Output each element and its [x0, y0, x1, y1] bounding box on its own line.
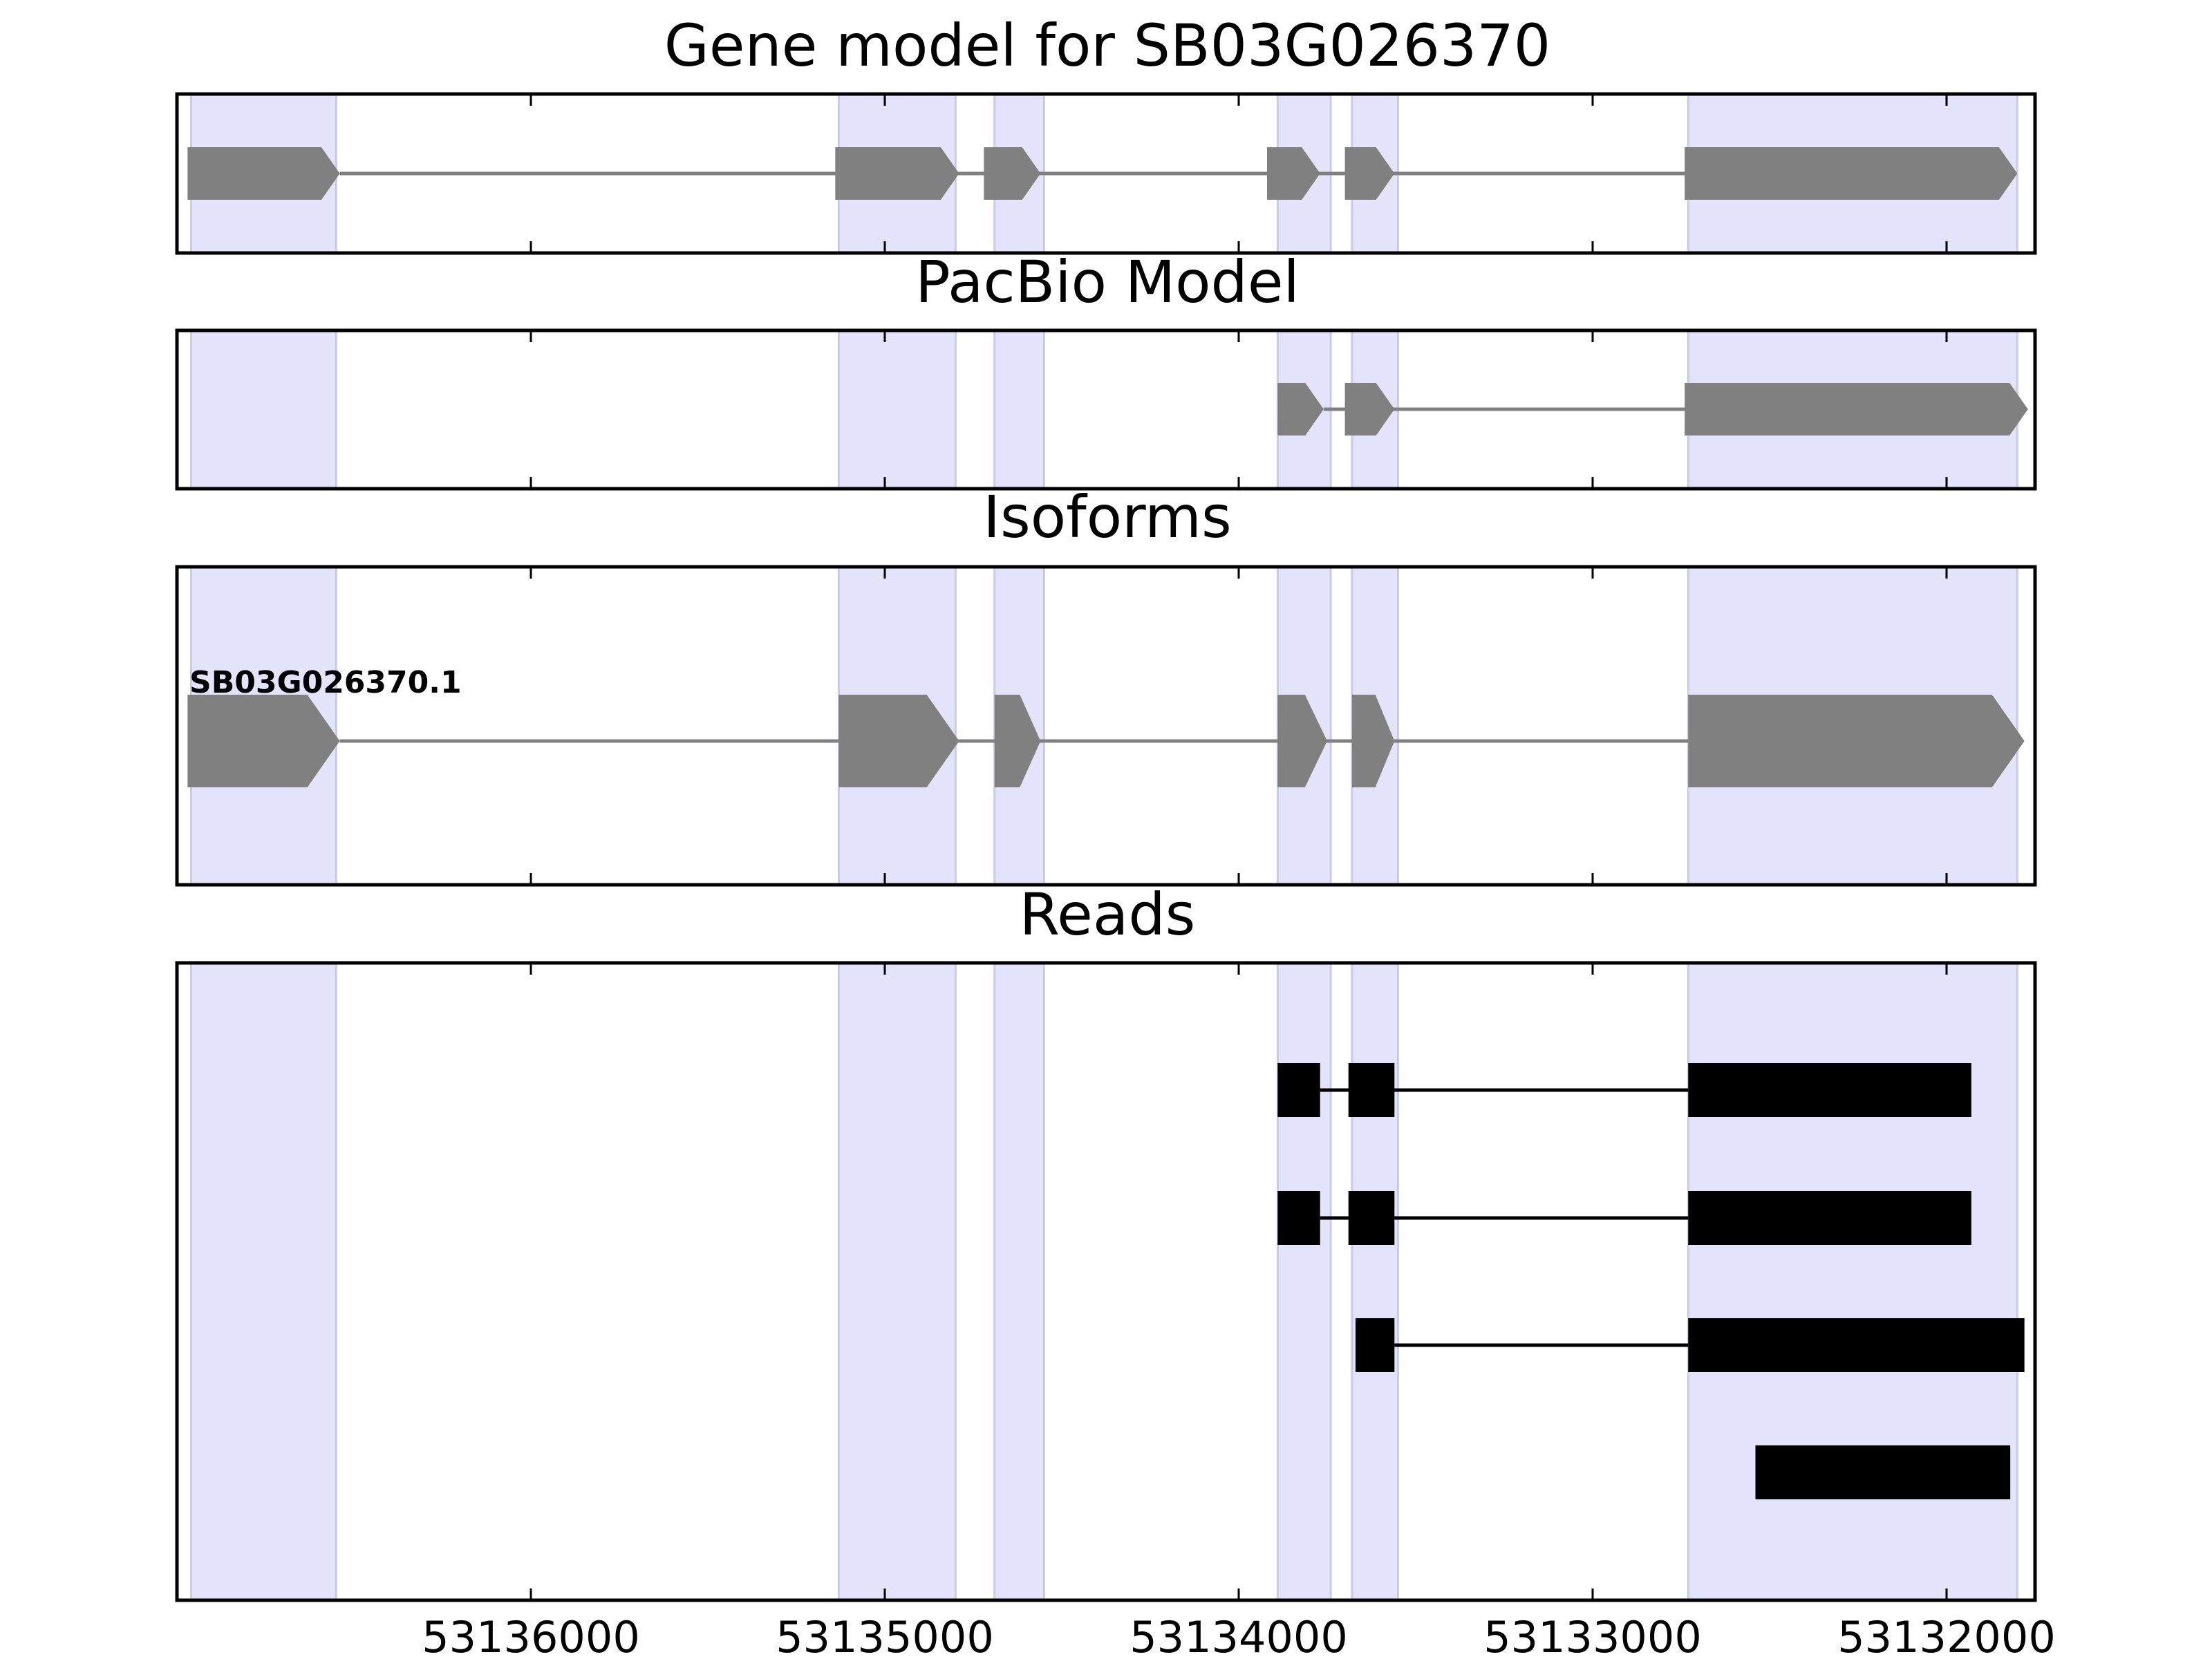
exon-region-band: [993, 329, 1045, 490]
read-exon-block: [1688, 1318, 2025, 1372]
isoforms-title: Isoforms: [983, 483, 1232, 551]
exon-arrow: [1351, 695, 1395, 787]
pacbio-model-features: [1277, 383, 2028, 435]
read-exon-block: [1277, 1063, 1320, 1117]
read-exon-block: [1755, 1445, 2011, 1499]
exon-arrow: [984, 147, 1041, 200]
gene-model-title: Gene model for SB03G026370: [664, 12, 1550, 79]
x-tick-label: 53133000: [1483, 1612, 1702, 1659]
exon-region-band: [189, 962, 337, 1602]
reads-ticks: [529, 963, 1948, 1600]
read-exon-block: [1688, 1191, 1971, 1245]
exon-region-band: [993, 962, 1045, 1602]
exon-arrow: [994, 695, 1041, 787]
isoform-label: SB03G026370.1: [189, 665, 462, 700]
panel-pacbio-model: PacBio Model: [175, 248, 2037, 491]
read-exon-block: [1688, 1063, 1971, 1117]
exon-arrow: [1344, 383, 1395, 435]
x-axis-tick-labels: 53136000 53135000 53134000 53133000 5313…: [422, 1612, 2056, 1659]
isoforms-ticks: [529, 567, 1948, 885]
isoforms-features: [187, 695, 2025, 787]
exon-arrow: [187, 695, 340, 787]
exon-region-band: [1687, 962, 2018, 1602]
read-exon-block: [1355, 1318, 1395, 1372]
pacbio-model-frame: [175, 328, 2037, 491]
exon-region-band: [189, 329, 337, 490]
exon-arrow: [1685, 147, 2018, 200]
exon-region-band: [837, 962, 957, 1602]
reads-features: [1277, 1063, 2025, 1499]
exon-arrow: [1688, 695, 2025, 787]
exon-region-band: [837, 329, 957, 490]
exon-arrow: [1685, 383, 2028, 435]
x-tick-label: 53134000: [1130, 1612, 1348, 1659]
pacbio-model-ticks: [529, 330, 1948, 489]
exon-arrow: [838, 695, 959, 787]
reads-title: Reads: [1020, 881, 1196, 948]
read-exon-block: [1348, 1063, 1395, 1117]
panel-reads: Reads: [175, 881, 2037, 1602]
panel-gene-model: Gene model for SB03G026370: [175, 12, 2037, 255]
isoforms-frame: [175, 565, 2037, 887]
exon-arrow: [1277, 695, 1327, 787]
x-tick-label: 53136000: [422, 1612, 640, 1659]
exon-arrow: [1266, 147, 1320, 200]
exon-region-band: [1351, 962, 1399, 1602]
read-exon-block: [1277, 1191, 1320, 1245]
exon-arrow: [1277, 383, 1324, 435]
pacbio-model-title: PacBio Model: [915, 248, 1300, 316]
panel-isoforms: Isoforms SB03G026370.1: [175, 483, 2037, 887]
gene-model-features: [187, 147, 2018, 200]
x-tick-label: 53132000: [1837, 1612, 2056, 1659]
read-exon-block: [1348, 1191, 1395, 1245]
exon-arrow: [187, 147, 340, 200]
exon-arrow: [1344, 147, 1395, 200]
reads-frame: [175, 961, 2037, 1602]
exon-region-band: [1276, 962, 1332, 1602]
gene-model-ticks: [529, 94, 1948, 253]
gene-model-frame: [175, 92, 2037, 255]
exon-arrow: [835, 147, 959, 200]
x-tick-label: 53135000: [776, 1612, 994, 1659]
